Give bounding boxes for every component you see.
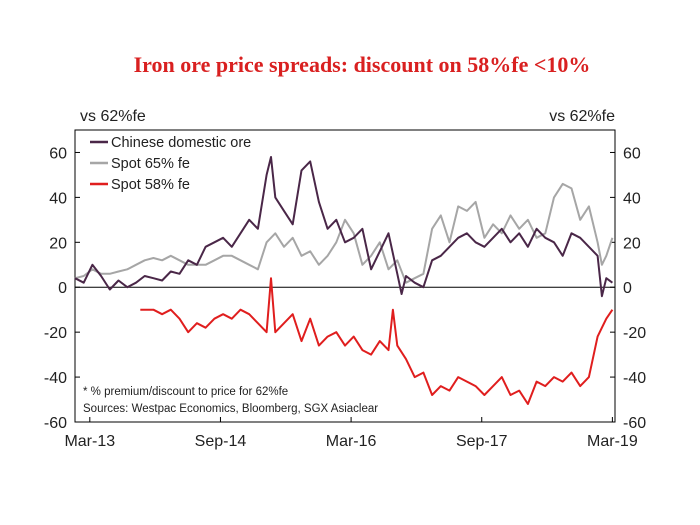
legend: Chinese domestic ore Spot 65% fe Spot 58… xyxy=(90,135,251,193)
series-line-chinese-domestic-ore xyxy=(74,156,613,298)
series-line-spot-65-fe xyxy=(74,182,614,284)
series-line-spot-58-fe xyxy=(140,277,614,405)
right-y-tick-label: -60 xyxy=(623,415,646,432)
left-y-tick-label: 40 xyxy=(49,190,67,207)
x-tick-label: Sep-14 xyxy=(195,433,247,450)
legend-label-spot-58-fe: Spot 58% fe xyxy=(111,177,190,193)
x-tick-label: Mar-19 xyxy=(587,433,638,450)
right-y-tick-label: -20 xyxy=(623,325,646,342)
right-y-tick-label: 60 xyxy=(623,145,641,162)
plot-frame xyxy=(74,129,616,423)
x-tick-label: Mar-13 xyxy=(64,433,115,450)
chart-title: Iron ore price spreads: discount on 58%f… xyxy=(134,52,591,77)
left-axis-label: vs 62%fe xyxy=(80,108,146,125)
right-y-tick-label: 20 xyxy=(623,235,641,252)
left-y-tick-label: 20 xyxy=(49,235,67,252)
footnote: * % premium/discount to price for 62%fe xyxy=(83,386,288,398)
legend-label-spot-65-fe: Spot 65% fe xyxy=(111,156,190,172)
series-lines xyxy=(74,156,614,405)
x-tick-label: Mar-16 xyxy=(326,433,377,450)
left-y-tick-label: -60 xyxy=(44,415,67,432)
right-y-tick-label: 40 xyxy=(623,190,641,207)
x-ticks: Mar-13 Sep-14 Mar-16 Sep-17 Mar-19 xyxy=(64,417,638,450)
left-y-tick-label: 60 xyxy=(49,145,67,162)
legend-label-chinese-domestic-ore: Chinese domestic ore xyxy=(111,135,251,151)
left-y-tick-label: -40 xyxy=(44,370,67,387)
right-y-tick-label: -40 xyxy=(623,370,646,387)
left-y-ticks: -60 -40 -20 0 20 40 60 xyxy=(44,145,80,432)
right-y-ticks: -60 -40 -20 0 20 40 60 xyxy=(610,145,646,432)
left-y-tick-label: -20 xyxy=(44,325,67,342)
right-y-tick-label: 0 xyxy=(623,280,632,297)
sources-note: Sources: Westpac Economics, Bloomberg, S… xyxy=(83,403,378,415)
left-y-tick-label: 0 xyxy=(58,280,67,297)
x-tick-label: Sep-17 xyxy=(456,433,508,450)
right-axis-label: vs 62%fe xyxy=(549,108,615,125)
